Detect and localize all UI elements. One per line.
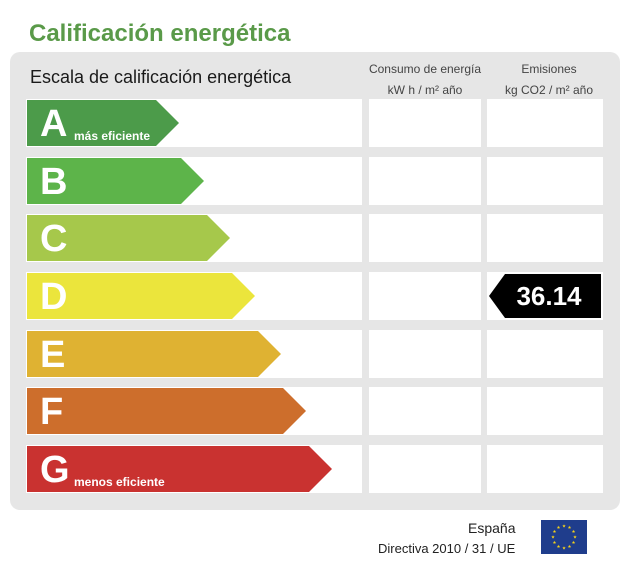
eu-star bbox=[571, 529, 576, 533]
rating-arrow-g: G menos eficiente bbox=[27, 446, 332, 492]
rating-letter: C bbox=[40, 218, 68, 260]
eu-star bbox=[551, 535, 555, 539]
footer-country: España bbox=[468, 520, 516, 536]
eu-star bbox=[556, 525, 561, 529]
emisiones-cell bbox=[487, 157, 603, 205]
consumo-header-line2: kW h / m² año bbox=[387, 83, 463, 97]
consumo-header: Consumo de energía kW h / m² año bbox=[362, 59, 488, 101]
footer-directive: Directiva 2010 / 31 / UE bbox=[378, 541, 516, 556]
rating-arrow-a: A más eficiente bbox=[27, 100, 179, 146]
rating-letter: F bbox=[40, 391, 64, 433]
consumo-cell bbox=[369, 157, 481, 205]
consumo-cell bbox=[369, 214, 481, 262]
emisiones-header-line2: kg CO2 / m² año bbox=[504, 83, 594, 97]
emisiones-cell bbox=[487, 214, 603, 262]
rating-sub-label: más eficiente bbox=[74, 129, 151, 143]
consumo-cell bbox=[369, 387, 481, 435]
scale-title: Escala de calificación energética bbox=[30, 67, 292, 87]
emisiones-cell bbox=[487, 99, 603, 147]
consumo-header-line1: Consumo de energía bbox=[368, 62, 482, 76]
rating-letter: E bbox=[40, 334, 66, 376]
emissions-value: 36.14 bbox=[516, 281, 582, 311]
eu-star bbox=[552, 540, 557, 544]
rating-letter: B bbox=[40, 161, 68, 203]
emissions-value-arrow bbox=[489, 274, 601, 318]
eu-star bbox=[567, 525, 572, 529]
rating-arrow-f: F bbox=[27, 388, 306, 434]
rating-sub-label: menos eficiente bbox=[74, 475, 165, 489]
rating-letter: D bbox=[40, 276, 68, 318]
eu-star bbox=[556, 544, 561, 548]
rating-arrow-d: D bbox=[27, 273, 255, 319]
emisiones-header-line1: Emisiones bbox=[521, 62, 577, 76]
eu-star bbox=[573, 535, 577, 539]
eu-flag-icon bbox=[541, 520, 587, 554]
rating-arrow-b: B bbox=[27, 158, 204, 204]
eu-star bbox=[562, 524, 566, 528]
emisiones-header: Emisiones kg CO2 / m² año bbox=[486, 59, 612, 101]
emisiones-cell bbox=[487, 387, 603, 435]
page-title: Calificación energética bbox=[29, 20, 291, 47]
eu-star bbox=[571, 540, 576, 544]
eu-star bbox=[562, 546, 566, 550]
consumo-cell bbox=[369, 330, 481, 378]
rating-arrow-e: E bbox=[27, 331, 281, 377]
emisiones-cell bbox=[487, 445, 603, 493]
consumo-cell bbox=[369, 272, 481, 320]
consumo-cell bbox=[369, 99, 481, 147]
eu-star bbox=[567, 544, 572, 548]
eu-star bbox=[552, 529, 557, 533]
rating-arrow-c: C bbox=[27, 215, 230, 261]
rating-letter: A bbox=[40, 103, 68, 145]
emisiones-cell bbox=[487, 330, 603, 378]
rating-letter: G bbox=[40, 449, 70, 491]
consumo-cell bbox=[369, 445, 481, 493]
